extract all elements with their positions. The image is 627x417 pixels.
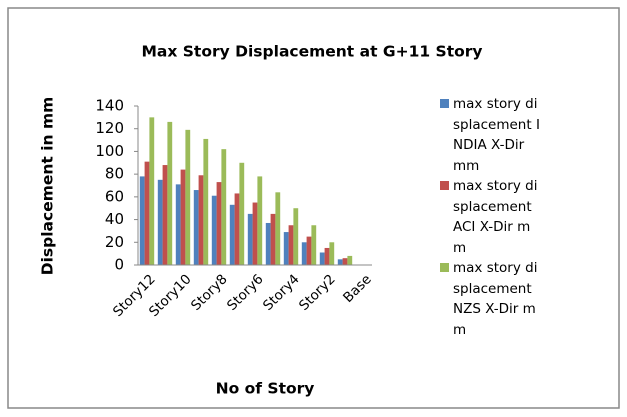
y-tick-label: 140 (95, 97, 124, 115)
bar (270, 213, 276, 265)
bar (288, 225, 294, 265)
bar (157, 179, 163, 265)
bar (149, 117, 155, 265)
y-tick-label: 80 (105, 165, 124, 183)
y-tick-label: 100 (95, 142, 124, 160)
chart-title: Max Story Displacement at G+11 Story (141, 43, 482, 61)
bar (247, 213, 253, 265)
bar (193, 190, 199, 265)
bar (185, 129, 191, 265)
legend-swatch (440, 263, 449, 272)
bar (229, 204, 235, 265)
legend-label: max story displacement INDIA X-Dir mm (453, 96, 540, 174)
bar (337, 259, 343, 265)
bar (311, 225, 317, 265)
legend-entry: max story displacement INDIA X-Dir mm (440, 94, 580, 176)
y-tick-label: 60 (105, 187, 124, 205)
legend-entry: max story displacement NZS X-Dir mm (440, 258, 580, 340)
bar (144, 161, 150, 265)
bar (252, 202, 258, 265)
bar (319, 252, 325, 265)
y-tick-label: 20 (105, 233, 124, 251)
legend-label: max story displacement ACI X-Dir mm (453, 178, 538, 256)
bar (221, 149, 227, 265)
legend-entry: max story displacement ACI X-Dir mm (440, 176, 580, 258)
bar (283, 232, 289, 265)
bar (257, 176, 263, 265)
chart-frame (7, 7, 620, 409)
bar (342, 258, 348, 265)
y-tick-label: 120 (95, 119, 124, 137)
bar (162, 165, 168, 265)
bar (275, 192, 281, 265)
bar (329, 242, 335, 265)
bar (306, 236, 312, 265)
legend-swatch (440, 181, 449, 190)
legend-label: max story displacement NZS X-Dir mm (453, 260, 538, 338)
bar (239, 162, 245, 265)
legend: max story displacement INDIA X-Dir mm max… (440, 94, 580, 340)
y-tick-label: 40 (105, 210, 124, 228)
bar (293, 208, 299, 265)
bar (216, 182, 222, 265)
bar (324, 247, 330, 265)
x-axis-label: No of Story (216, 380, 315, 398)
bar (180, 169, 186, 265)
bar (211, 195, 217, 265)
bar (139, 176, 145, 265)
bar (265, 222, 271, 265)
bar (301, 242, 307, 265)
y-axis-label: Displacement in mm (39, 97, 57, 276)
y-tick-label: 0 (114, 256, 124, 274)
bar (347, 255, 353, 265)
bar (167, 121, 173, 266)
bar (234, 193, 240, 265)
bar (198, 175, 204, 265)
bar (175, 184, 181, 265)
bar (203, 138, 209, 265)
legend-swatch (440, 99, 449, 108)
